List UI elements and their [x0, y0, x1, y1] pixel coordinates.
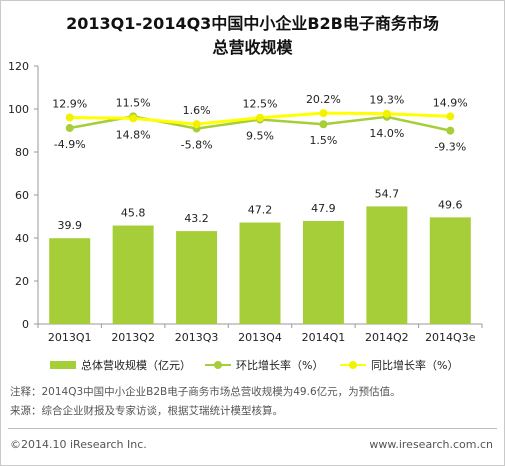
y-tick-label: 120 [8, 60, 29, 73]
yoy-data-label: 14.9% [433, 96, 468, 109]
yoy-data-label: 12.5% [243, 98, 278, 111]
y-tick-label: 100 [8, 103, 29, 116]
x-tick-label: 2013Q4 [238, 331, 282, 344]
mom-data-label: -9.3% [434, 141, 466, 154]
legend-label-revenue: 总体营收规模（亿元） [81, 359, 191, 372]
mom-data-label: 14.0% [369, 127, 404, 140]
bar-value-label: 49.6 [438, 198, 463, 211]
point-yoy-growth [382, 109, 391, 118]
yoy-data-label: 19.3% [369, 94, 404, 107]
legend-label-mom: 环比增长率（%） [236, 359, 324, 372]
source-line: 来源：综合企业财报及专家访谈，根据艾瑞统计模型核算。 [10, 405, 283, 417]
chart-title-line1: 2013Q1-2014Q3中国中小企业B2B电子商务市场 [66, 14, 439, 33]
bar-revenue [176, 231, 218, 324]
yoy-data-label: 12.9% [52, 97, 87, 110]
chart-notes: 注释：2014Q3中国中小企业B2B电子商务市场总营收规模为49.6亿元，为预估… [10, 383, 500, 421]
y-tick-label: 20 [15, 275, 29, 288]
point-yoy-growth [129, 114, 138, 123]
point-yoy-growth [256, 113, 264, 122]
y-tick-label: 60 [15, 189, 29, 202]
legend-swatch-revenue [50, 361, 76, 369]
point-yoy-growth [319, 109, 328, 118]
bar-value-label: 45.8 [121, 207, 146, 220]
x-tick-label: 2013Q1 [48, 331, 92, 344]
bar-revenue [366, 206, 408, 324]
bar-value-label: 47.2 [248, 204, 273, 217]
x-tick-label: 2013Q2 [111, 331, 155, 344]
copyright-text: ©2014.10 iResearch Inc. [10, 438, 147, 451]
website-text: www.iresearch.com.cn [369, 438, 493, 451]
y-tick-label: 40 [15, 232, 29, 245]
x-tick-label: 2014Q3e [425, 331, 476, 344]
y-tick-label: 0 [22, 318, 29, 331]
yoy-data-label: 20.2% [306, 93, 341, 106]
point-yoy-growth [65, 113, 74, 122]
point-mom-growth [319, 120, 328, 129]
legend-item-revenue: 总体营收规模（亿元） [50, 357, 191, 373]
bar-value-label: 54.7 [375, 187, 400, 200]
bar-value-label: 47.9 [311, 202, 336, 215]
y-tick-label: 80 [15, 146, 29, 159]
yoy-data-label: 1.6% [183, 104, 211, 117]
bar-value-label: 39.9 [57, 219, 82, 232]
point-yoy-growth [192, 120, 201, 129]
bar-revenue [112, 225, 154, 324]
legend-item-mom: 环比增长率（%） [205, 357, 323, 373]
note-line: 注释：2014Q3中国中小企业B2B电子商务市场总营收规模为49.6亿元，为预估… [10, 386, 401, 398]
x-tick-label: 2013Q3 [175, 331, 219, 344]
mom-data-label: -4.9% [54, 138, 86, 151]
footer-divider [8, 428, 497, 429]
x-tick-label: 2014Q1 [302, 331, 346, 344]
bar-revenue [239, 222, 281, 324]
mom-data-label: 14.8% [116, 128, 151, 141]
point-mom-growth [446, 126, 455, 135]
legend-item-yoy: 同比增长率（%） [340, 357, 458, 373]
bar-revenue [302, 221, 344, 324]
point-yoy-growth [446, 112, 455, 121]
legend-label-yoy: 同比增长率（%） [371, 359, 459, 372]
yoy-data-label: 11.5% [116, 96, 151, 109]
bar-revenue [49, 238, 91, 324]
mom-data-label: 9.5% [246, 130, 274, 143]
mom-data-label: -5.8% [181, 139, 213, 152]
legend-swatch-yoy [340, 361, 366, 369]
bar-value-label: 43.2 [184, 212, 209, 225]
chart-legend: 总体营收规模（亿元） 环比增长率（%） 同比增长率（%） [0, 357, 505, 375]
point-mom-growth [65, 124, 74, 133]
x-tick-label: 2014Q2 [365, 331, 409, 344]
mom-data-label: 1.5% [309, 134, 337, 147]
chart-title-line2: 总营收规模 [212, 38, 293, 57]
bar-revenue [429, 217, 471, 324]
legend-swatch-mom [205, 361, 231, 369]
